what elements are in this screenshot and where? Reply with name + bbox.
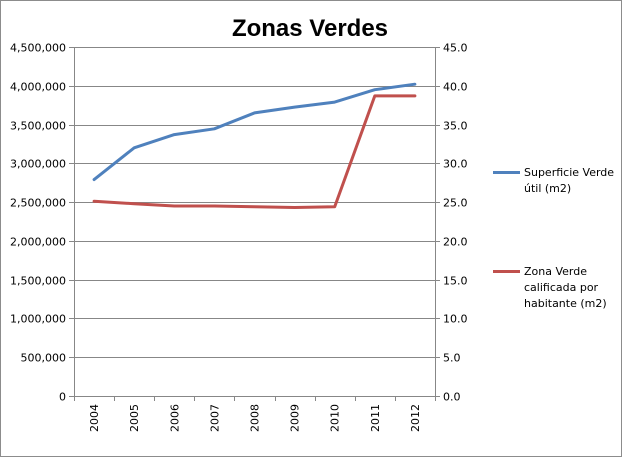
x-tick-label: 2010	[329, 404, 342, 432]
x-tick-label: 2011	[369, 404, 382, 432]
y-left-tick-label: 3,500,000	[10, 120, 66, 133]
y-left-tick-label: 4,500,000	[10, 42, 66, 55]
y-right-tick-label: 10.0	[443, 313, 468, 326]
chart-title: Zonas Verdes	[232, 15, 388, 42]
x-tick-label: 2012	[409, 404, 422, 432]
y-right-tick-label: 15.0	[443, 275, 468, 288]
legend-label: Zona Verde	[524, 265, 587, 278]
y-left-tick-label: 1,500,000	[10, 275, 66, 288]
y-right-tick-label: 20.0	[443, 236, 468, 249]
series-line-zona-verde	[92, 94, 417, 209]
y-left-tick-label: 500,000	[21, 352, 67, 365]
y-right-tick-label: 35.0	[443, 120, 468, 133]
series-lines	[92, 82, 417, 209]
legend-label: calificada por	[524, 281, 599, 294]
legend-label: Superficie Verde	[524, 166, 614, 179]
x-tick-label: 2006	[168, 404, 181, 432]
series-line-superficie-verde	[92, 82, 417, 182]
axes: 0 500,000 1,000,000 1,500,000 2,000,000 2,500…	[10, 42, 467, 433]
y-left-tick-label: 4,000,000	[10, 81, 66, 94]
y-left-tick-label: 3,000,000	[10, 158, 66, 171]
y-right-tick-label: 0.0	[443, 391, 461, 404]
x-tick-label: 2008	[249, 404, 262, 432]
y-right-tick-label: 45.0	[443, 42, 468, 55]
y-right-tick-label: 30.0	[443, 158, 468, 171]
x-tick-label: 2009	[289, 404, 302, 432]
x-tick-label: 2005	[128, 404, 141, 432]
x-tick-label: 2007	[208, 404, 221, 432]
legend-label: útil (m2)	[524, 182, 571, 195]
y-right-tick-label: 40.0	[443, 81, 468, 94]
y-left-tick-label: 2,500,000	[10, 197, 66, 210]
legend-label: habitante (m2)	[524, 297, 607, 310]
y-left-tick-label: 0	[59, 391, 66, 404]
y-right-tick-label: 5.0	[443, 352, 461, 365]
y-left-tick-label: 1,000,000	[10, 313, 66, 326]
legend: Superficie Verde útil (m2) Zona Verde calif…	[493, 166, 614, 310]
x-tick-label: 2004	[88, 404, 101, 432]
y-left-tick-label: 2,000,000	[10, 236, 66, 249]
y-right-tick-label: 25.0	[443, 197, 468, 210]
